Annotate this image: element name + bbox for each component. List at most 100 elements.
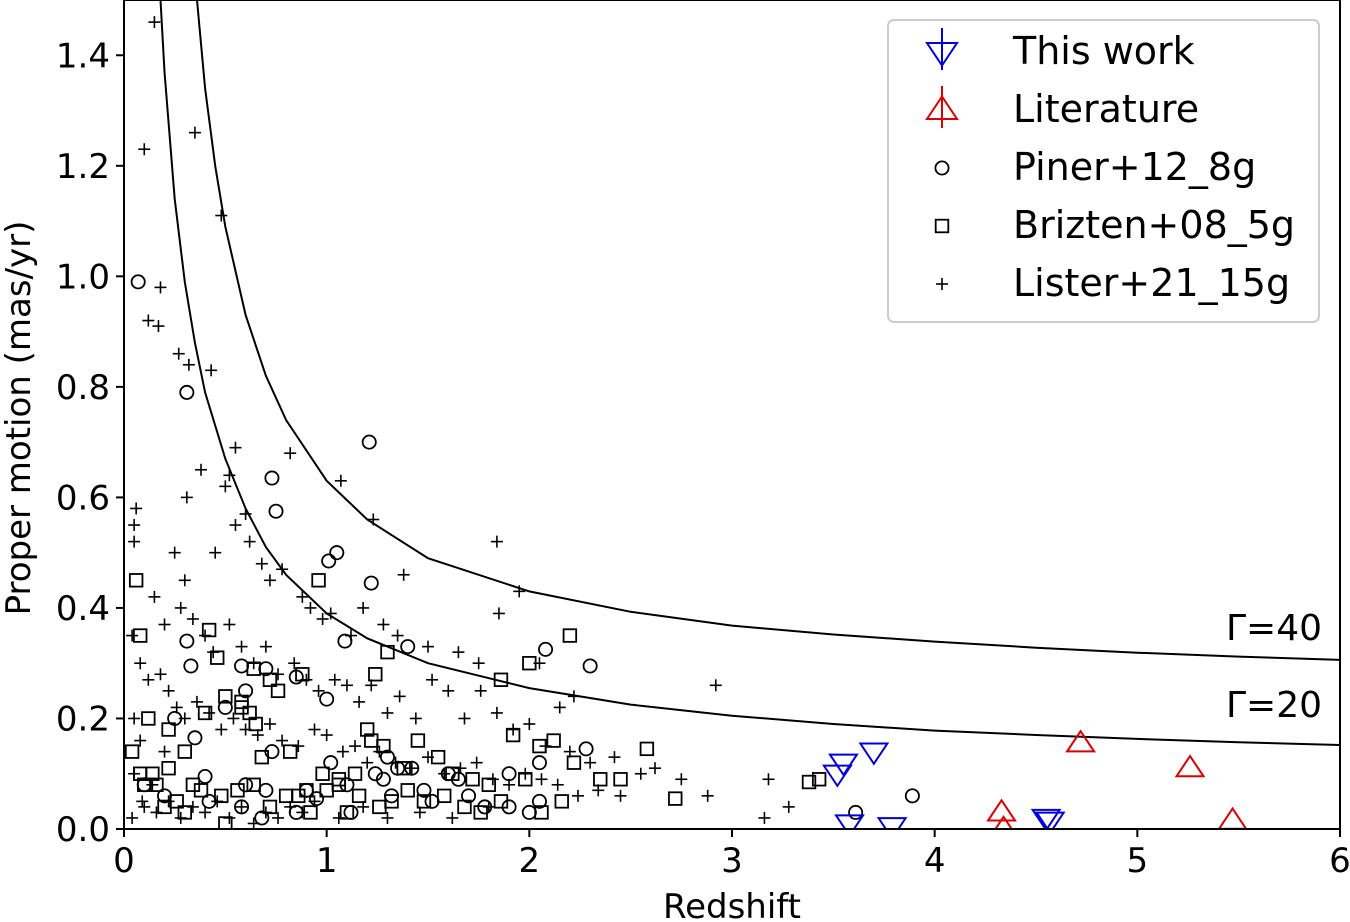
lister-21-15g-point bbox=[490, 706, 503, 719]
brizten-08-5g-point bbox=[254, 749, 270, 765]
brizten-08-5g-point bbox=[562, 628, 578, 643]
lister-21-15g-point bbox=[188, 126, 201, 139]
lister-21-15g-point bbox=[442, 684, 455, 697]
lister-21-15g-point bbox=[472, 657, 485, 670]
brizten-08-5g-point bbox=[465, 772, 480, 787]
brizten-08-5g-point bbox=[400, 783, 415, 798]
brizten-08-5g-point bbox=[554, 794, 569, 809]
y-tick-label: 0.8 bbox=[56, 368, 110, 408]
lister-21-15g-point bbox=[158, 618, 171, 631]
lister-21-15g-point bbox=[276, 734, 289, 747]
lister-21-15g-point bbox=[128, 535, 141, 548]
piner-12-8g-point bbox=[367, 766, 383, 782]
piner-12-8g-point bbox=[321, 553, 337, 569]
this-work-point bbox=[834, 814, 865, 829]
lister-21-15g-point bbox=[709, 679, 722, 692]
brizten-08-5g-point bbox=[246, 777, 261, 792]
lister-21-15g-point bbox=[219, 480, 232, 493]
lister-21-15g-point bbox=[199, 806, 212, 819]
lister-21-15g-point bbox=[353, 695, 366, 708]
brizten-08-5g-point bbox=[124, 744, 140, 759]
brizten-08-5g-point bbox=[493, 794, 509, 809]
lister-21-15g-point bbox=[762, 773, 775, 786]
lister-21-15g-point bbox=[308, 795, 321, 808]
lister-21-15g-point bbox=[255, 557, 268, 570]
lister-21-15g-point bbox=[409, 712, 422, 725]
lister-21-15g-point bbox=[381, 811, 394, 824]
lister-21-15g-point bbox=[170, 701, 183, 714]
curve-gamma-20 bbox=[159, 0, 1340, 746]
lister-21-15g-point bbox=[174, 811, 187, 824]
lister-21-15g-point bbox=[308, 723, 321, 736]
piner-12-8g-point bbox=[538, 641, 554, 657]
lister-21-15g-point bbox=[138, 800, 151, 813]
brizten-08-5g-point bbox=[339, 805, 355, 820]
lister-21-15g-point bbox=[152, 320, 165, 333]
brizten-08-5g-point bbox=[299, 783, 314, 798]
brizten-08-5g-point bbox=[161, 722, 176, 737]
piner-12-8g-point bbox=[848, 804, 864, 820]
brizten-08-5g-point bbox=[331, 777, 347, 792]
legend-label-brizten: Brizten+08_5g bbox=[1013, 203, 1295, 247]
lister-21-15g-point bbox=[207, 646, 220, 659]
brizten-08-5g-point bbox=[493, 672, 509, 687]
lister-21-15g-point bbox=[259, 806, 272, 819]
lister-21-15g-point bbox=[334, 474, 347, 487]
legend-box bbox=[887, 19, 1320, 323]
piner-12-8g-point bbox=[501, 766, 517, 782]
lister-21-15g-point bbox=[215, 209, 228, 222]
lister-21-15g-point bbox=[259, 640, 272, 653]
piner-12-8g-point bbox=[404, 760, 420, 776]
lister-21-15g-point bbox=[452, 646, 465, 659]
legend-marker-piner-12-8g bbox=[934, 160, 950, 176]
lister-21-15g-point bbox=[357, 601, 370, 614]
lister-21-15g-point bbox=[243, 535, 256, 548]
lister-21-15g-point bbox=[553, 701, 566, 714]
lister-21-15g-point bbox=[648, 762, 661, 775]
legend-label-lister: Lister+21_15g bbox=[1013, 261, 1290, 305]
piner-12-8g-point bbox=[531, 793, 547, 809]
lister-21-15g-point bbox=[126, 629, 139, 642]
brizten-08-5g-point bbox=[534, 805, 549, 820]
lister-21-15g-point bbox=[227, 712, 240, 725]
brizten-08-5g-point bbox=[457, 799, 472, 815]
lister-21-15g-point bbox=[592, 784, 605, 797]
lister-21-15g-point bbox=[758, 811, 771, 824]
brizten-08-5g-point bbox=[262, 672, 278, 687]
literature-point bbox=[986, 798, 1017, 822]
brizten-08-5g-point bbox=[380, 644, 395, 660]
legend-label-literature: Literature bbox=[1013, 87, 1199, 131]
piner-12-8g-point bbox=[329, 545, 345, 561]
brizten-08-5g-point bbox=[315, 766, 330, 781]
piner-12-8g-point bbox=[179, 384, 195, 400]
lister-21-15g-point bbox=[215, 723, 228, 736]
lister-21-15g-point bbox=[178, 712, 191, 725]
piner-12-8g-point bbox=[197, 768, 213, 784]
lister-21-15g-point bbox=[154, 668, 167, 681]
lister-21-15g-point bbox=[229, 441, 242, 454]
piner-12-8g-point bbox=[343, 804, 359, 820]
lister-21-15g-point bbox=[490, 535, 503, 548]
brizten-08-5g-point bbox=[351, 788, 367, 804]
lister-21-15g-point bbox=[172, 347, 185, 360]
lister-21-15g-point bbox=[148, 590, 161, 603]
brizten-08-5g-point bbox=[282, 744, 298, 759]
brizten-08-5g-point bbox=[347, 766, 363, 781]
piner-12-8g-point bbox=[461, 788, 477, 804]
lister-21-15g-point bbox=[182, 358, 195, 371]
lister-21-15g-point bbox=[186, 800, 199, 813]
legend-label-piner: Piner+12_8g bbox=[1013, 145, 1256, 189]
lister-21-15g-point bbox=[426, 673, 439, 686]
points-layer bbox=[124, 16, 1248, 829]
brizten-08-5g-point bbox=[384, 794, 399, 809]
lister-21-15g-point bbox=[174, 601, 187, 614]
lister-21-15g-point bbox=[142, 673, 155, 686]
this-work-point bbox=[858, 742, 890, 766]
lister-21-15g-point bbox=[199, 629, 212, 642]
piner-12-8g-point bbox=[361, 434, 377, 450]
lister-21-15g-point bbox=[336, 745, 349, 758]
lister-21-15g-point bbox=[211, 795, 224, 808]
lister-21-15g-point bbox=[284, 800, 297, 813]
lister-21-15g-point bbox=[340, 679, 353, 692]
lister-21-15g-point bbox=[239, 507, 252, 520]
